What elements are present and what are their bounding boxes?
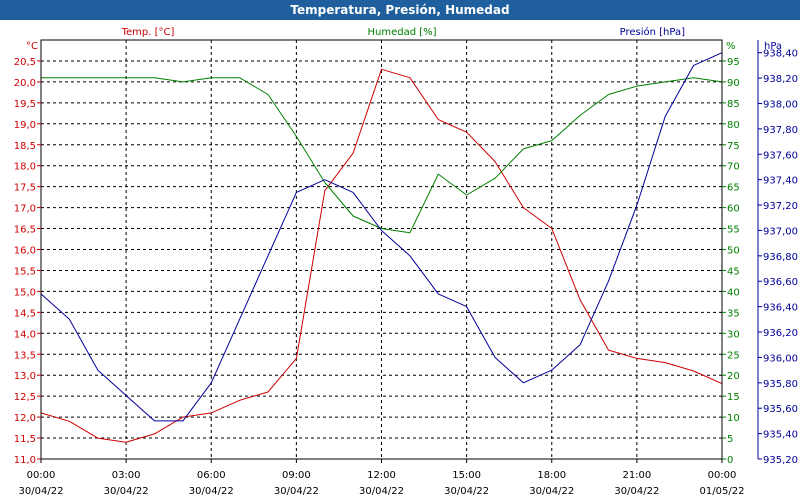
- grid: [41, 40, 722, 459]
- pressure-tick-label: 935,80: [763, 379, 798, 390]
- humidity-axis-title: Humedad [%]: [367, 27, 436, 38]
- series-line-temperature: [40, 68, 723, 443]
- pressure-tick-label: 938,00: [763, 99, 798, 110]
- pressure-tick-label: 938,20: [763, 74, 798, 85]
- humidity-tick-label: 70: [727, 162, 740, 173]
- pressure-tick-label: 935,20: [763, 455, 798, 466]
- x-tick-date: 30/04/22: [189, 486, 234, 497]
- x-tick-time: 09:00: [282, 470, 311, 481]
- tick-labels: 11,0 11,5 12,0 12,5 13,0 13,5 14,0 14,5 15,0 15,5…: [14, 40, 798, 497]
- humidity-tick-label: 40: [727, 287, 740, 298]
- pressure-tick-label: 936,60: [763, 277, 798, 288]
- series-group: [40, 52, 723, 443]
- x-tick-date: 30/04/22: [274, 486, 319, 497]
- temp-tick-label: 15,5: [14, 266, 36, 277]
- temp-tick-label: 11,5: [14, 434, 36, 445]
- temp-tick-label: 15,0: [14, 287, 36, 298]
- x-tick-time: 12:00: [367, 470, 396, 481]
- chart-title: Temperatura, Presión, Humedad: [0, 0, 800, 20]
- pressure-tick-label: 937,40: [763, 176, 798, 187]
- x-tick-time: 00:00: [27, 470, 56, 481]
- temp-tick-label: 18,0: [14, 162, 36, 173]
- series-line-pressure: [40, 52, 723, 422]
- temp-tick-label: 14,0: [14, 329, 36, 340]
- humidity-tick-label: 20: [727, 371, 740, 382]
- x-tick-time: 21:00: [622, 470, 651, 481]
- pressure-tick-label: 936,20: [763, 328, 798, 339]
- pressure-tick-label: 936,40: [763, 303, 798, 314]
- x-tick-date: 30/04/22: [444, 486, 489, 497]
- temp-tick-label: 18,5: [14, 141, 36, 152]
- humidity-tick-label: 5: [727, 434, 733, 445]
- pressure-tick-label: 937,20: [763, 201, 798, 212]
- temp-tick-label: 19,5: [14, 99, 36, 110]
- humidity-tick-label: 35: [727, 308, 740, 319]
- humidity-tick-label: 15: [727, 392, 740, 403]
- temp-tick-label: 13,5: [14, 350, 36, 361]
- x-tick-time: 06:00: [197, 470, 226, 481]
- humidity-tick-label: 75: [727, 141, 740, 152]
- humidity-tick-label: 45: [727, 266, 740, 277]
- temp-tick-label: 17,5: [14, 183, 36, 194]
- pressure-tick-label: 935,60: [763, 404, 798, 415]
- temp-tick-label: 12,0: [14, 413, 36, 424]
- pressure-tick-label: 937,60: [763, 150, 798, 161]
- x-tick-date: 30/04/22: [19, 486, 64, 497]
- temp-tick-label: 16,5: [14, 225, 36, 236]
- pressure-tick-label: 937,80: [763, 125, 798, 136]
- pressure-tick-label: 937,00: [763, 226, 798, 237]
- humidity-tick-label: 50: [727, 246, 740, 257]
- axis-labels: °C% hPa Temp. [°C] Humedad [%] Presión [hPa]: [26, 26, 782, 52]
- temp-tick-label: 17,0: [14, 204, 36, 215]
- temp-unit-label: °C: [26, 41, 38, 52]
- humidity-tick-label: 80: [727, 120, 740, 131]
- humidity-tick-label: 90: [727, 78, 740, 89]
- pressure-tick-label: 938,40: [763, 49, 798, 60]
- temp-tick-label: 20,0: [14, 78, 36, 89]
- temp-tick-label: 14,5: [14, 308, 36, 319]
- humidity-tick-label: 0: [727, 455, 733, 466]
- x-tick-time: 00:00: [708, 470, 737, 481]
- x-tick-date: 30/04/22: [529, 486, 574, 497]
- humidity-tick-label: 10: [727, 413, 740, 424]
- x-tick-date: 30/04/22: [359, 486, 404, 497]
- pressure-tick-label: 935,40: [763, 430, 798, 441]
- temp-tick-label: 13,0: [14, 371, 36, 382]
- x-tick-date: 30/04/22: [104, 486, 149, 497]
- humidity-tick-label: 30: [727, 329, 740, 340]
- temp-tick-label: 12,5: [14, 392, 36, 403]
- series-line-humidity: [41, 77, 723, 234]
- temp-tick-label: 16,0: [14, 246, 36, 257]
- pressure-tick-label: 936,80: [763, 252, 798, 263]
- x-tick-date: 30/04/22: [614, 486, 659, 497]
- humidity-tick-label: 65: [727, 183, 740, 194]
- humidity-tick-label: 25: [727, 350, 740, 361]
- humidity-tick-label: 95: [727, 57, 740, 68]
- humidity-tick-label: 85: [727, 99, 740, 110]
- pressure-axis-title: Presión [hPa]: [620, 26, 685, 38]
- temp-tick-label: 11,0: [14, 455, 36, 466]
- humidity-tick-label: 55: [727, 225, 740, 236]
- temp-tick-label: 19,0: [14, 120, 36, 131]
- humidity-unit-label: %: [726, 41, 736, 52]
- x-tick-time: 18:00: [537, 470, 566, 481]
- pressure-unit-label: hPa: [764, 41, 782, 52]
- temp-tick-label: 20,5: [14, 57, 36, 68]
- humidity-tick-label: 60: [727, 204, 740, 215]
- pressure-tick-label: 936,00: [763, 353, 798, 364]
- x-tick-time: 03:00: [112, 470, 141, 481]
- x-tick-date: 01/05/22: [700, 486, 745, 497]
- x-tick-time: 15:00: [452, 470, 481, 481]
- temp-axis-title: Temp. [°C]: [121, 27, 175, 38]
